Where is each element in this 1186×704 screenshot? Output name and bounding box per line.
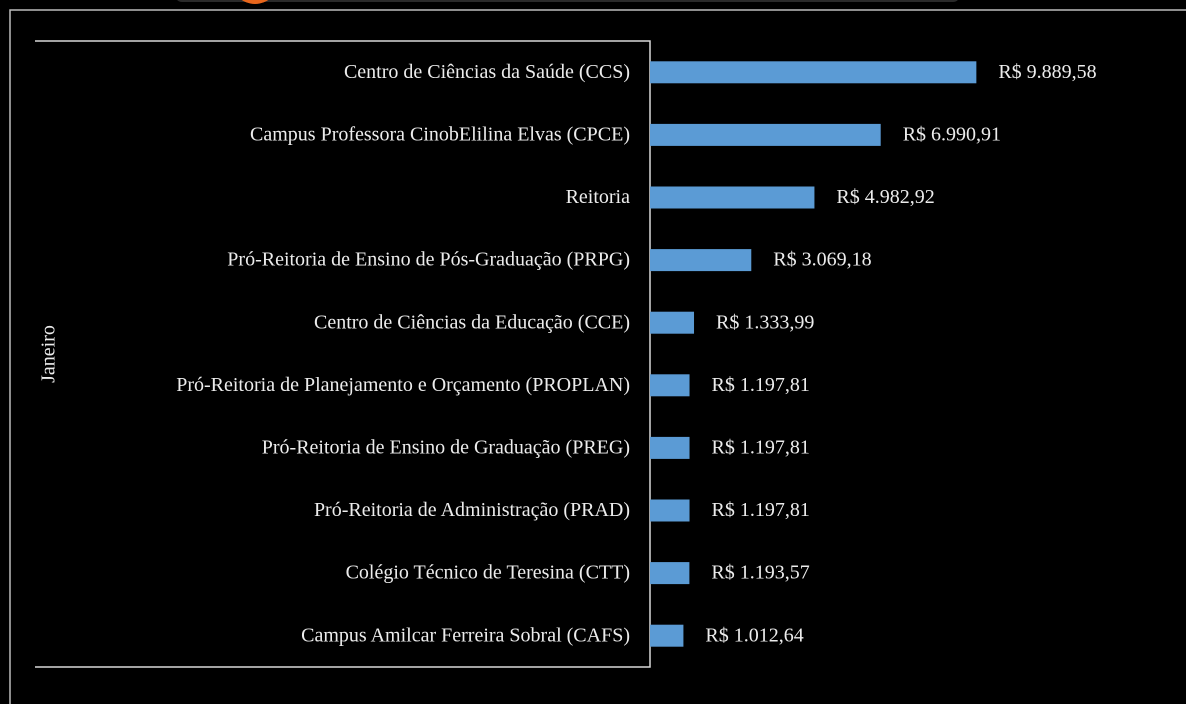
bar — [650, 624, 684, 647]
category-label: Colégio Técnico de Teresina (CTT) — [346, 562, 630, 584]
bar — [650, 436, 690, 459]
data-label: R$ 3.069,18 — [773, 249, 871, 271]
top-bar — [177, 0, 958, 2]
bar — [650, 186, 815, 209]
category-label: Centro de Ciências da Educação (CCE) — [314, 311, 630, 333]
data-label: R$ 1.197,81 — [712, 436, 810, 458]
bar — [650, 311, 695, 334]
data-label: R$ 1.012,64 — [705, 624, 803, 646]
data-label: R$ 4.982,92 — [836, 186, 934, 208]
category-label: Campus Amilcar Ferreira Sobral (CAFS) — [301, 624, 630, 646]
category-label: Pró-Reitoria de Planejamento e Orçamento… — [176, 374, 630, 396]
data-label: R$ 1.197,81 — [712, 374, 810, 396]
data-label: R$ 9.889,58 — [998, 61, 1096, 83]
data-label: R$ 1.197,81 — [712, 499, 810, 521]
category-label: Campus Professora CinobElilina Elvas (CP… — [250, 123, 630, 145]
category-label: Pró-Reitoria de Administração (PRAD) — [314, 499, 630, 521]
frame — [9, 9, 1186, 704]
data-label: R$ 1.333,99 — [716, 311, 814, 333]
category-axis-box — [35, 40, 651, 668]
group-label: Janeiro — [38, 325, 60, 383]
data-label: R$ 6.990,91 — [903, 123, 1001, 145]
bar — [650, 123, 881, 146]
top-icon — [241, 0, 269, 4]
data-label: R$ 1.193,57 — [711, 562, 809, 584]
category-label: Centro de Ciências da Saúde (CCS) — [344, 61, 630, 83]
bar — [650, 249, 752, 272]
bar — [650, 499, 690, 522]
bar — [650, 562, 690, 585]
bar — [650, 374, 690, 397]
category-label: Pró-Reitoria de Ensino de Pós-Graduação … — [227, 249, 630, 271]
category-label: Reitoria — [566, 186, 631, 208]
category-label: Pró-Reitoria de Ensino de Graduação (PRE… — [262, 436, 630, 458]
bar — [650, 61, 977, 84]
